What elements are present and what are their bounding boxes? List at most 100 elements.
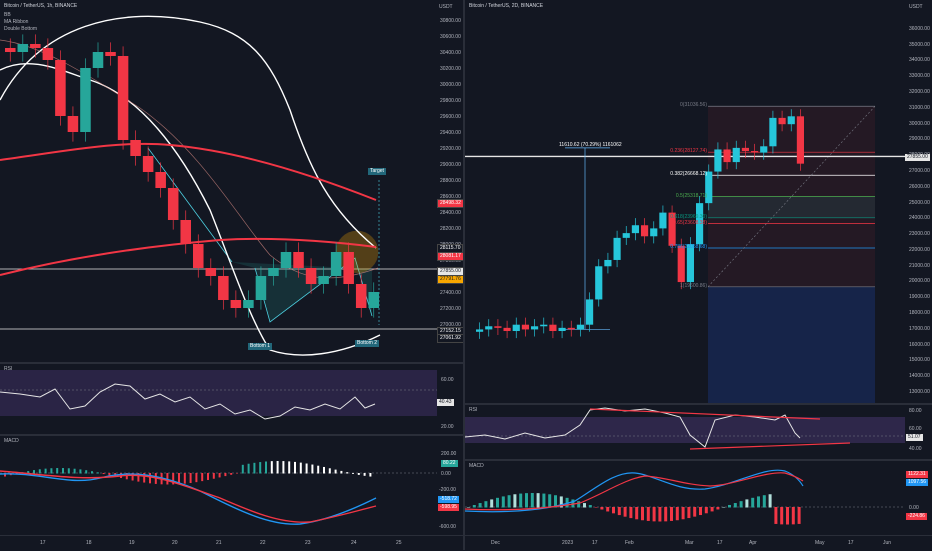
left-candle [180,220,191,244]
right-candle [732,147,740,163]
right-pane-divider-1[interactable] [465,403,932,405]
right-macd-bar [588,505,592,508]
right-candle [576,324,584,330]
left-price-tick: 29200.00 [440,146,461,152]
right-candle [641,225,649,237]
right-macd-line-tag: 1097.56 [906,479,929,486]
chart-layout-divider[interactable] [463,0,465,550]
left-macd-tick-200: 200.00 [441,451,457,457]
left-candle [105,52,116,56]
left-price-tick: 29400.00 [440,130,461,136]
left-price-axis[interactable]: USDT 30800.00 30600.00 30400.00 30200.00 300… [437,0,463,362]
right-macd-bar [786,507,789,525]
right-macd-bar [681,507,685,520]
left-macd-bar [108,473,111,476]
right-candle [540,324,548,327]
left-rsi-pane[interactable]: RSI [0,364,437,434]
right-macd-pane[interactable]: MACD [465,461,905,535]
left-macd-bar [62,468,64,474]
left-macd-axis: 200.00 80.22 0.00 -200.00 -518.72 -598.9… [437,436,463,535]
right-time-tick: 17 [848,540,854,546]
left-macd-line [0,473,377,525]
highlight-circle [335,230,379,274]
left-candle [318,276,329,284]
double-bottom-area [232,258,372,322]
left-macd-bar [201,473,204,482]
right-candle [650,228,658,237]
right-candle [696,203,704,245]
right-macd-bar [507,495,511,508]
fib-level-label: 0(31036.56) [680,102,707,109]
right-candle [512,324,520,332]
left-candle [255,276,267,300]
right-macd-bar [530,493,534,508]
right-macd-bar [745,499,749,508]
right-price-tick: 17000.00 [909,325,930,332]
right-macd-bar [658,507,662,522]
left-macd-bar [230,473,233,475]
right-time-tick: Feb [625,540,634,546]
left-price-chart[interactable] [0,0,437,362]
right-candle [751,151,759,153]
left-macd-bar [91,471,93,474]
ma-ribbon-slow [0,142,377,201]
left-price-pane[interactable]: Bitcoin / TetherUS, 1h, BINANCE BB MA Ri… [0,0,437,362]
right-candle [778,117,786,125]
left-macd-bar [241,464,244,474]
right-price-chart[interactable] [465,0,905,403]
left-macd-bar [15,473,18,474]
right-candle [796,116,804,164]
right-price-axis[interactable]: USDT 36000.00 35000.00 34000.00 33000.00 320… [905,0,932,403]
left-macd-bar [85,470,88,474]
left-pane-divider-2[interactable] [0,434,463,436]
right-rsi-chart [465,407,905,450]
left-rsi-tick-60: 60.00 [441,377,454,383]
right-rsi-pane[interactable]: RSI [465,405,905,459]
left-macd-bar [236,473,238,474]
right-time-axis[interactable]: Dec 2023 17 Feb Mar 17 Apr May 17 Jun [465,535,932,551]
right-pane-divider-2[interactable] [465,459,932,461]
right-macd-bar [612,507,615,514]
left-legend-double-bottom[interactable]: Double Bottom [4,26,38,32]
right-macd-bar [762,495,766,508]
left-pane-divider-1[interactable] [0,362,463,364]
right-macd-bar [617,507,621,516]
left-rsi-value-tag: 40.43 [437,399,454,406]
left-legend-bb[interactable]: BB [4,12,11,18]
left-time-tick: 19 [129,540,135,546]
right-candle [686,244,694,283]
left-time-axis[interactable]: 17 18 19 20 21 22 23 24 25 [0,535,463,551]
right-macd-bar [623,507,627,517]
right-time-tick: Dec [491,540,500,546]
right-macd-bar [478,503,482,508]
right-macd-bar [594,507,598,508]
fib-zone-bottom [708,286,875,403]
rsi-divergence-bottom [689,442,851,450]
left-price-tick: 28400.00 [440,210,461,216]
right-time-tick: Mar [685,540,694,546]
left-macd-pane[interactable]: MACD [0,436,437,535]
bollinger-lower [0,62,381,356]
right-candle [769,117,777,147]
right-macd-name: MACD [469,463,484,469]
right-candle [558,327,566,332]
right-macd-bar [675,507,679,521]
right-price-pane[interactable]: Bitcoin / TetherUS, 2D, BINANCE 11610.62… [465,0,905,403]
left-candle [280,252,292,268]
right-price-tick: 23000.00 [909,231,930,238]
right-candle [760,146,768,153]
left-macd-bar [27,471,30,474]
right-macd-bar [496,497,499,508]
right-rsi-tick-80: 80.00 [909,408,922,414]
left-legend-ma-ribbon[interactable]: MA Ribbon [4,19,29,25]
left-candle [80,68,91,132]
right-price-tick: 13000.00 [909,389,930,395]
left-macd-bar [189,473,192,484]
left-price-tick: 30600.00 [440,34,461,40]
left-price-tag: 27791.76 [437,275,463,284]
left-macd-bar [73,468,76,474]
right-macd-bar [629,507,633,519]
left-macd-bar [33,470,35,474]
right-chart-title: Bitcoin / TetherUS, 2D, BINANCE [469,3,544,9]
right-price-tick: 33000.00 [909,73,930,80]
